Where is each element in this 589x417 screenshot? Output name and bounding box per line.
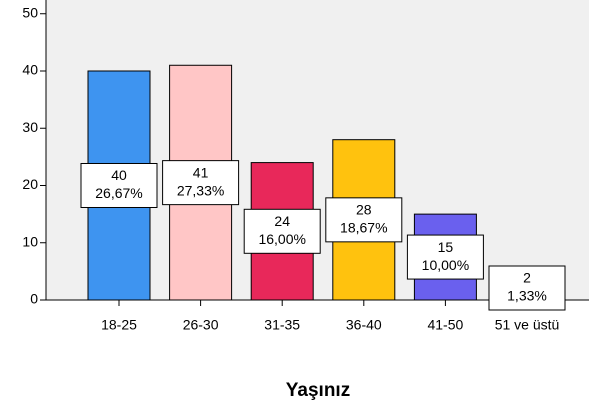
y-tick-label: 30 [22,119,38,135]
x-tick-label: 31-35 [264,317,300,333]
data-label-box [80,162,158,208]
x-tick-label: 51 ve üstü [495,317,560,333]
x-tick-label: 26-30 [183,317,219,333]
data-label: 41 [193,164,209,180]
y-tick-label: 50 [22,4,38,20]
y-tick-label: 40 [22,62,38,78]
y-tick-label: 20 [22,176,38,192]
data-label: 28 [356,202,372,218]
y-tick-label: 0 [30,291,38,307]
data-label-box [243,208,321,254]
percent-label: 26,67% [95,185,142,201]
percent-label: 1,33% [507,288,547,304]
percent-label: 27,33% [177,182,224,198]
data-label: 15 [438,239,454,255]
x-tick-label: 41-50 [427,317,463,333]
y-tick-label: 10 [22,233,38,249]
x-tick-label: 18-25 [101,317,137,333]
percent-label: 16,00% [258,231,305,247]
percent-label: 18,67% [340,220,387,236]
data-label-box [488,265,566,311]
x-tick-label: 36-40 [346,317,382,333]
data-label-box [325,197,403,243]
data-label-box [162,160,240,206]
percent-label: 10,00% [422,257,469,273]
data-label: 24 [274,213,290,229]
data-label: 2 [523,270,531,286]
data-label-box [406,234,484,280]
data-label: 40 [111,167,127,183]
x-axis-label: Yaşınız [286,380,350,401]
